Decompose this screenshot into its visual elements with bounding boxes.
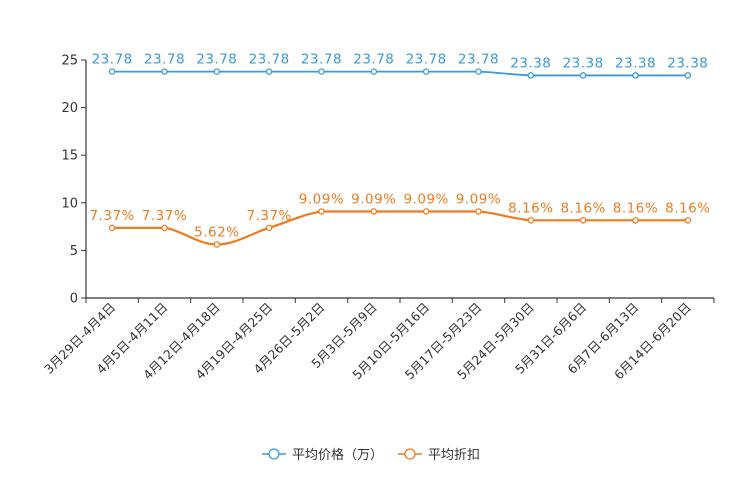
legend-label-0: 平均价格（万） [292, 447, 383, 463]
data-point [108, 224, 116, 232]
y-tick-label: 25 [61, 54, 78, 69]
data-point [213, 241, 221, 248]
data-point [579, 72, 587, 79]
data-label: 23.78 [301, 52, 342, 68]
data-point [161, 224, 168, 232]
series-line-1 [112, 210, 688, 246]
data-point [684, 217, 692, 224]
data-point [213, 68, 221, 75]
data-point [161, 68, 168, 75]
y-tick-label: 15 [61, 149, 78, 164]
data-point [108, 68, 116, 75]
data-point [579, 217, 587, 224]
data-labels: 23.78 23.78 23.78 23.78 23.78 23.78 23.78 23.78… [89, 52, 710, 241]
data-label: 7.37% [89, 208, 134, 224]
data-label: 8.16% [508, 200, 553, 216]
data-point [265, 68, 273, 75]
data-label: 23.78 [92, 52, 133, 68]
data-point [527, 217, 535, 224]
data-label: 5.62% [194, 224, 239, 240]
data-point [370, 68, 378, 75]
data-label: 23.38 [563, 55, 604, 71]
legend-marker-1 [404, 448, 416, 460]
data-point [318, 208, 325, 215]
data-label: 9.09% [299, 191, 344, 207]
data-label: 7.37% [142, 208, 187, 224]
data-point [632, 217, 639, 224]
data-label: 8.16% [665, 200, 710, 216]
legend-marker-0 [268, 448, 280, 460]
data-point [632, 72, 639, 79]
data-point [370, 208, 378, 215]
data-point [684, 72, 692, 79]
data-label: 23.38 [667, 55, 708, 71]
data-label: 23.78 [353, 52, 394, 68]
data-label: 23.78 [406, 52, 447, 68]
data-point [422, 208, 430, 215]
data-label: 23.78 [249, 52, 290, 68]
data-label: 23.38 [510, 55, 551, 71]
data-label: 23.78 [458, 52, 499, 68]
data-label: 23.78 [144, 52, 185, 68]
y-tick-label: 20 [61, 101, 78, 116]
legend: 平均价格（万） 平均折扣 [262, 447, 480, 463]
data-point [475, 68, 482, 75]
data-label: 23.78 [196, 52, 237, 68]
series-layer [108, 68, 692, 248]
data-point [422, 68, 430, 75]
data-point [318, 68, 325, 75]
data-label: 9.09% [351, 191, 396, 207]
series-line-0 [112, 70, 688, 77]
data-label: 7.37% [246, 208, 291, 224]
data-point [265, 224, 273, 232]
y-tick-label: 10 [61, 196, 78, 211]
data-label: 8.16% [560, 200, 605, 216]
y-tick-label: 0 [70, 292, 78, 307]
data-point [527, 72, 535, 79]
data-point [475, 208, 482, 215]
data-label: 23.38 [615, 55, 656, 71]
legend-label-1: 平均折扣 [428, 448, 480, 463]
data-label: 9.09% [456, 191, 501, 207]
data-label: 8.16% [613, 200, 658, 216]
data-label: 9.09% [403, 191, 448, 207]
y-tick-label: 5 [70, 244, 78, 259]
